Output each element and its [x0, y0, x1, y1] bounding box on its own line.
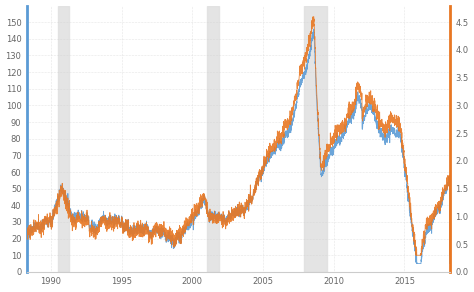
Bar: [58, 6, 69, 272]
Bar: [304, 6, 327, 272]
Bar: [207, 6, 219, 272]
